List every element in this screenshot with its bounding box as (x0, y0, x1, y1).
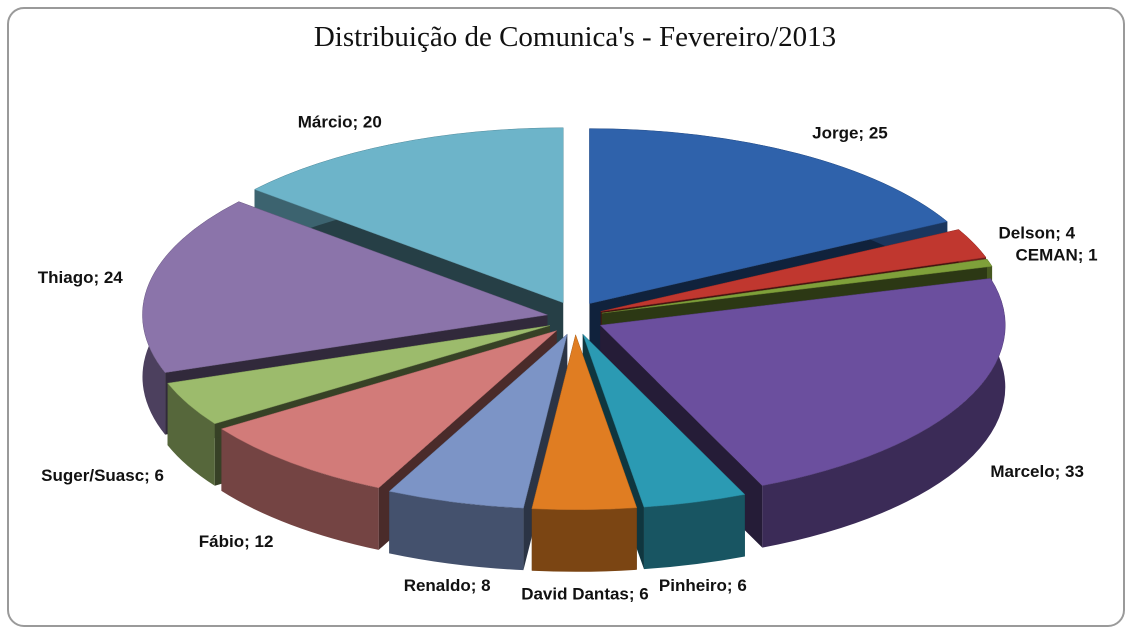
slice-top (601, 258, 993, 314)
data-label: Márcio; 20 (298, 112, 382, 131)
data-label: Jorge; 25 (812, 123, 888, 142)
data-label: David Dantas; 6 (521, 584, 649, 603)
slice-side (531, 507, 637, 572)
slice-top (582, 333, 746, 508)
slice-top (142, 201, 548, 373)
slice-top (388, 333, 568, 509)
slice-wall (167, 325, 550, 446)
slice-side (221, 428, 379, 550)
slice-top (220, 330, 557, 489)
slice (388, 333, 568, 571)
slice-top (531, 333, 638, 511)
slice-side (762, 278, 1006, 548)
chart-title: Distribuição de Comunica's - Fevereiro/2… (314, 21, 836, 53)
data-label: Fábio; 12 (199, 532, 274, 551)
data-label: Renaldo; 8 (404, 576, 491, 595)
data-label: Pinheiro; 6 (659, 576, 747, 595)
slice-top (167, 325, 551, 425)
slice-side (167, 383, 215, 486)
slice-top (599, 278, 1006, 486)
data-label: Thiago; 24 (38, 268, 124, 287)
slice-side (643, 494, 745, 570)
data-label: Delson; 4 (999, 224, 1076, 243)
data-label: Marcelo; 33 (990, 462, 1084, 481)
slice-top (589, 128, 948, 304)
slice (531, 333, 638, 572)
slice-top (600, 229, 987, 312)
data-label: Suger/Suasc; 6 (41, 466, 164, 485)
data-label: CEMAN; 1 (1015, 245, 1097, 264)
slice-side (389, 491, 524, 571)
slice-top (253, 127, 564, 304)
